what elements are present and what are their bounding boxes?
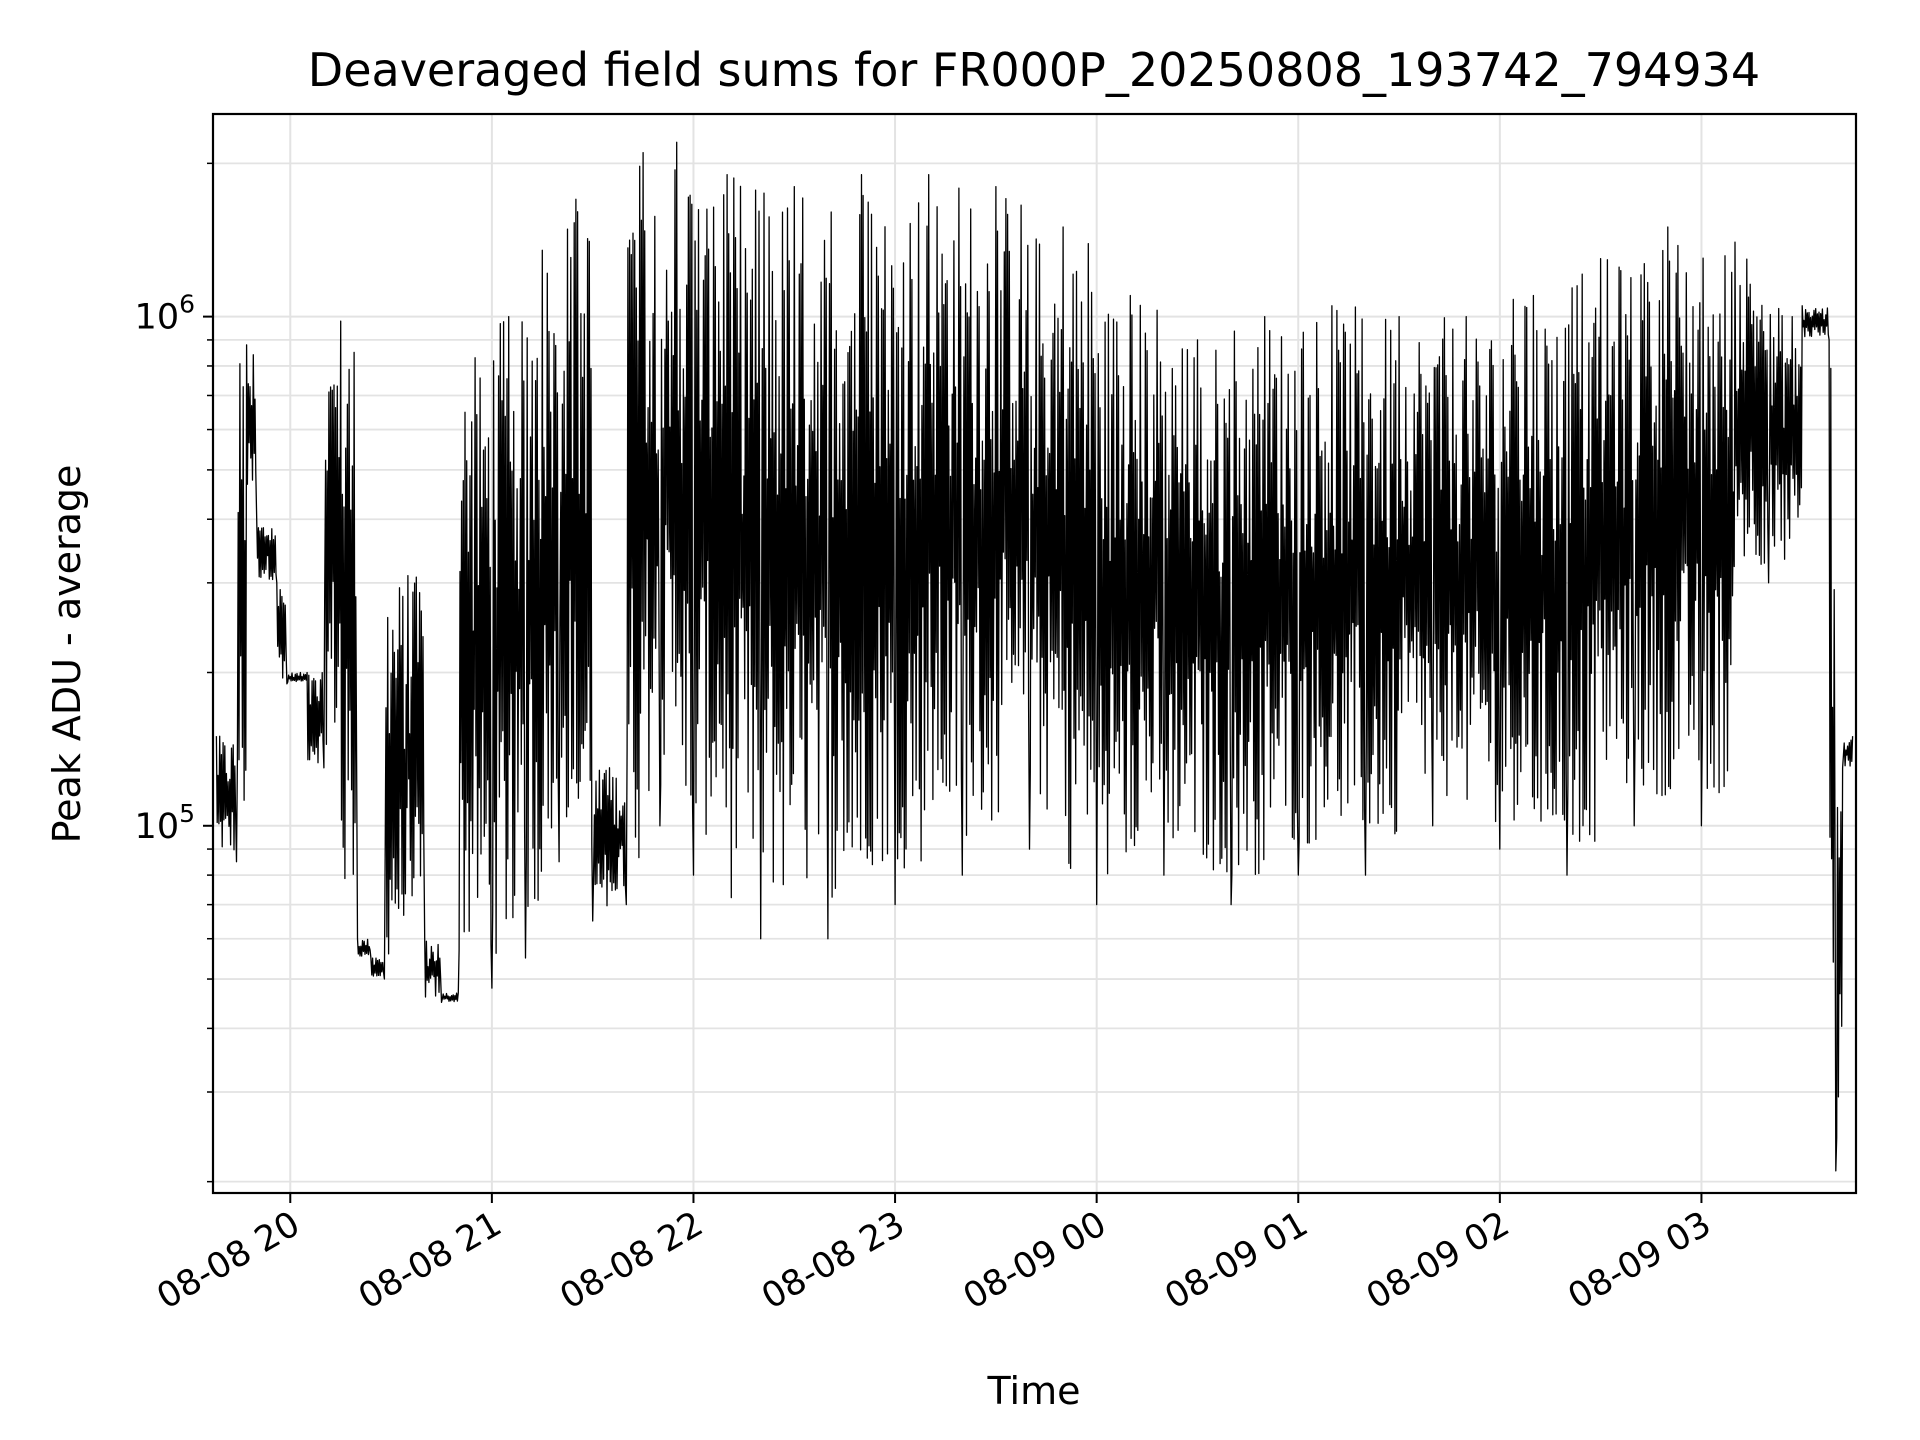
y-tick-label-exp: 5 [179, 799, 195, 828]
y-tick-label-exp: 6 [179, 290, 195, 319]
x-axis-label: Time [987, 1369, 1081, 1413]
plot-frame [211, 112, 1858, 1195]
y-tick-label-base: 10 [135, 298, 180, 338]
series-layer [215, 141, 1854, 1172]
chart-title: Deaveraged field sums for FR000P_2025080… [308, 43, 1760, 97]
y-axis-label: Peak ADU - average [45, 465, 89, 844]
y-tick-label-base: 10 [135, 807, 180, 847]
series-line-0 [215, 141, 1854, 1172]
y-tick-label: 106 [135, 290, 195, 338]
y-tick-label: 105 [135, 799, 195, 847]
